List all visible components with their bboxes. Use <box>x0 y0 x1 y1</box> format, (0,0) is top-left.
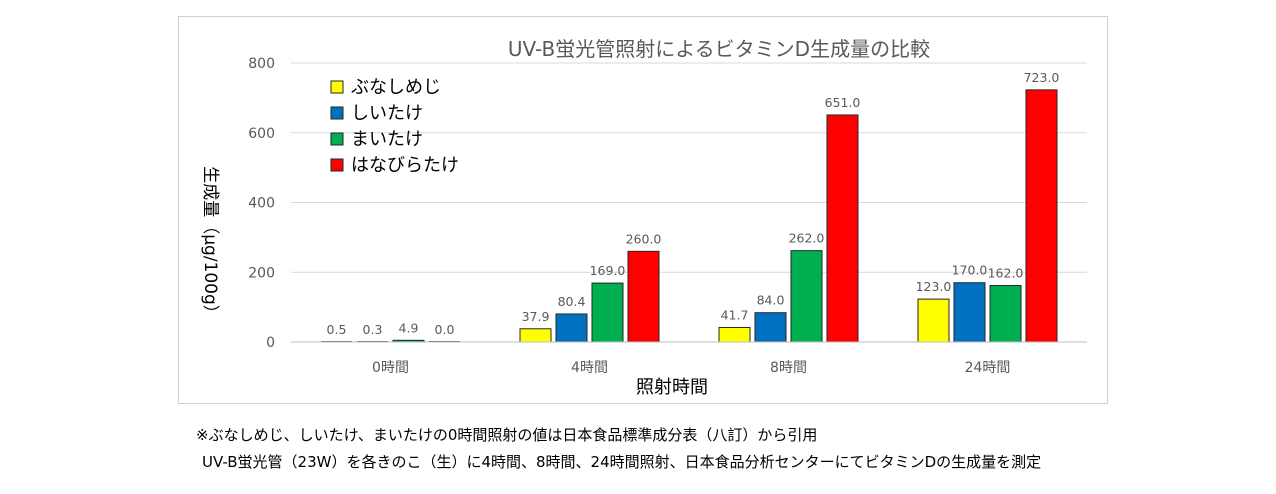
bar <box>591 282 624 343</box>
data-label: 169.0 <box>590 263 626 278</box>
y-tick-label: 800 <box>248 56 275 72</box>
y-axis-label: 生成量（μg/100g） <box>200 166 220 322</box>
legend-swatch <box>330 158 344 172</box>
data-label: 170.0 <box>952 263 988 278</box>
bar <box>519 328 552 343</box>
legend-swatch <box>330 132 344 146</box>
data-label: 162.0 <box>988 266 1024 281</box>
chart-frame: UV-B蛍光管照射によるビタミンD生成量の比較 0 200 400 600 800 生成量（… <box>178 16 1108 404</box>
bar <box>718 326 751 343</box>
legend-swatch <box>330 80 344 94</box>
y-tick-label: 200 <box>248 265 275 281</box>
chart-title: UV-B蛍光管照射によるビタミンD生成量の比較 <box>508 37 930 61</box>
data-label: 4.9 <box>399 320 419 335</box>
bar <box>790 250 823 343</box>
x-tick-label: 24時間 <box>965 360 1011 376</box>
data-label: 41.7 <box>721 307 749 322</box>
data-label: 651.0 <box>825 95 861 110</box>
legend-label: まいたけ <box>351 129 423 150</box>
data-label: 260.0 <box>626 231 662 246</box>
data-label: 84.0 <box>757 293 785 308</box>
bar <box>754 312 787 343</box>
data-label: 0.5 <box>327 322 347 337</box>
bar <box>826 114 859 343</box>
bar <box>1025 89 1058 343</box>
bar <box>627 250 660 343</box>
y-tick-label: 400 <box>248 196 275 212</box>
legend-swatch <box>330 106 344 120</box>
bar-chart: UV-B蛍光管照射によるビタミンD生成量の比較 0 200 400 600 800 生成量（… <box>200 37 1087 398</box>
legend-label: しいたけ <box>351 103 423 124</box>
data-label: 37.9 <box>522 309 550 324</box>
x-axis-label: 照射時間 <box>636 377 708 398</box>
data-label: 262.0 <box>789 231 825 246</box>
data-label: 723.0 <box>1024 70 1060 85</box>
x-tick-label: 8時間 <box>770 360 807 376</box>
legend-label: はなびらたけ <box>351 155 459 176</box>
y-tick-label: 600 <box>248 126 275 142</box>
data-label: 0.3 <box>363 322 383 337</box>
x-tick-label: 0時間 <box>372 360 409 376</box>
footnote-source: ※ぶなしめじ、しいたけ、まいたけの0時間照射の値は日本食品標準成分表（八訂）から… <box>196 426 818 444</box>
x-tick-label: 4時間 <box>571 360 608 376</box>
bar <box>953 282 986 343</box>
bar <box>555 313 588 343</box>
data-label: 80.4 <box>558 294 586 309</box>
y-tick-label: 0 <box>266 335 275 351</box>
bar <box>989 285 1022 343</box>
legend-label: ぶなしめじ <box>351 77 441 98</box>
data-label: 0.0 <box>435 322 455 337</box>
bar <box>917 298 950 343</box>
data-label: 123.0 <box>916 279 952 294</box>
footnote-method: UV-B蛍光管（23W）を各きのこ（生）に4時間、8時間、24時間照射、日本食品… <box>202 453 1042 471</box>
